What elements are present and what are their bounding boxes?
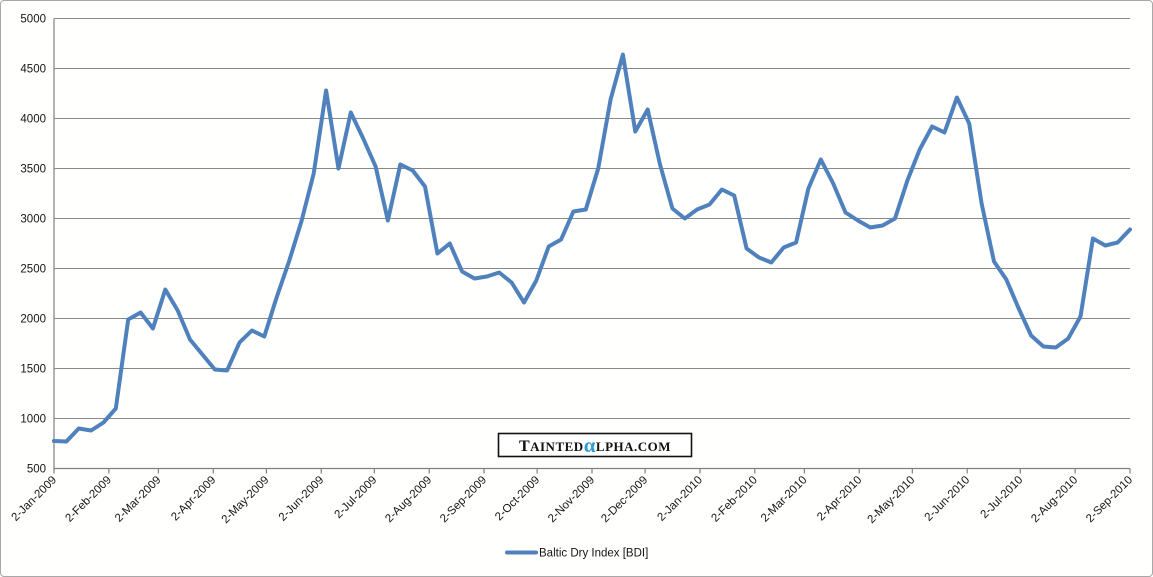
x-axis-tick-label: 2-Feb-2009 xyxy=(63,474,114,525)
x-axis-tick-label: 2-Jan-2010 xyxy=(655,474,705,524)
axes xyxy=(53,18,1130,470)
legend-label: Baltic Dry Index [BDI] xyxy=(539,548,648,560)
x-axis-tick-label: 2-Sep-2010 xyxy=(1084,474,1135,525)
y-axis-tick-label: 500 xyxy=(27,464,46,476)
alpha-glyph: α xyxy=(584,433,596,457)
y-axis-tick-label: 1500 xyxy=(20,364,46,376)
y-axis-tick-label: 4500 xyxy=(20,64,46,76)
x-axis-tick-label: 2-Apr-2009 xyxy=(169,474,218,523)
x-axis-tick-label: 2-May-2009 xyxy=(220,474,272,526)
x-axis-tick-label: 2-May-2010 xyxy=(866,474,918,526)
y-axis-tick-label: 3000 xyxy=(20,214,46,226)
watermark: TAINTEDαLPHA.COM xyxy=(497,432,693,458)
x-axis-ticks xyxy=(53,468,1131,474)
x-axis-tick-label: 2-Mar-2010 xyxy=(759,474,810,525)
x-axis-tick-label: 2-Jun-2010 xyxy=(923,474,973,524)
x-axis-tick-label: 2-Jul-2010 xyxy=(978,474,1025,521)
y-axis-tick-label: 2000 xyxy=(20,314,46,326)
x-axis-tick-label: 2-Jan-2009 xyxy=(9,474,59,524)
y-axis-tick-label: 2500 xyxy=(20,264,46,276)
x-axis-tick-label: 2-Nov-2009 xyxy=(546,474,597,525)
x-axis-tick-label: 2-Aug-2009 xyxy=(383,474,434,525)
bdi-data-line xyxy=(52,52,1132,444)
x-axis-tick-label: 2-Aug-2010 xyxy=(1029,474,1080,525)
x-axis-tick-label: 2-Jun-2009 xyxy=(277,474,327,524)
x-axis-tick-label: 2-Jul-2009 xyxy=(333,474,380,521)
legend: Baltic Dry Index [BDI] xyxy=(505,548,648,560)
data-series xyxy=(52,52,1132,444)
x-axis-tick-label: 2-Mar-2009 xyxy=(113,474,164,525)
y-axis-tick-label: 4000 xyxy=(20,114,46,126)
watermark-text: TAINTEDαLPHA.COM xyxy=(519,433,671,457)
y-axis-labels: 5000 4500 4000 3500 3000 2500 2000 1500 1000 500 xyxy=(20,14,46,476)
y-axis-tick-label: 1000 xyxy=(20,414,46,426)
x-axis-tick-label: 2-Dec-2009 xyxy=(599,474,650,525)
y-axis-tick-label: 3500 xyxy=(20,164,46,176)
x-axis-labels: 2-Jan-2009 2-Feb-2009 2-Mar-2009 2-Apr-2009… xyxy=(9,474,1135,526)
y-axis-tick-label: 5000 xyxy=(20,14,46,26)
gridlines xyxy=(54,18,1130,469)
x-axis-tick-label: 2-Sep-2009 xyxy=(438,474,489,525)
watermark-box xyxy=(497,432,693,458)
x-axis-tick-label: 2-Oct-2009 xyxy=(493,474,542,523)
x-axis-tick-label: 2-Apr-2010 xyxy=(815,474,864,523)
x-axis-tick-label: 2-Feb-2010 xyxy=(709,474,760,525)
